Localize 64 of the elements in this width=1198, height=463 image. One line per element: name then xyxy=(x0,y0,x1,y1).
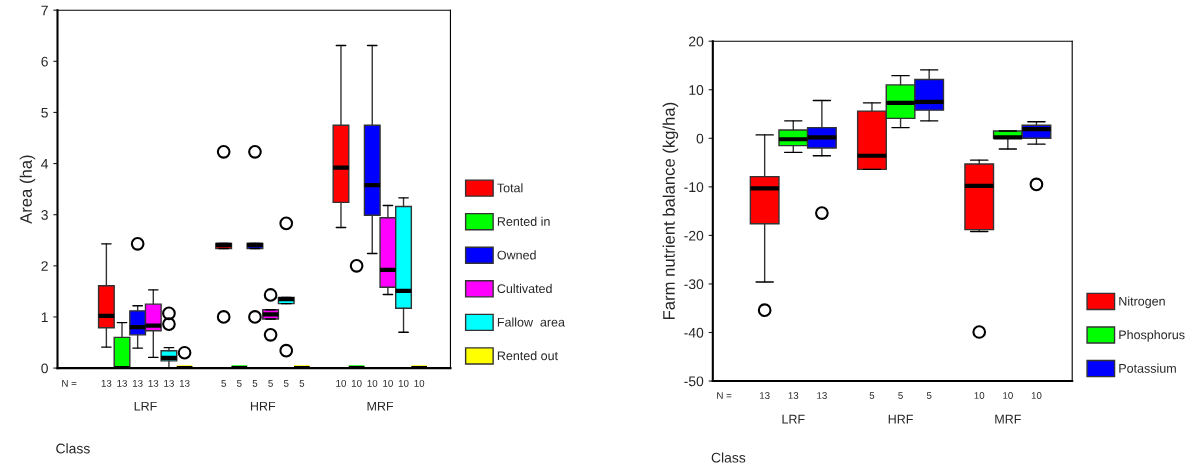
text: 10 xyxy=(1003,392,1013,399)
text: 10 xyxy=(414,379,425,387)
y-tick-label: 3 xyxy=(41,210,48,220)
y-tick-label: 10 xyxy=(689,85,704,95)
legend-label: Phosphorus xyxy=(1119,330,1185,342)
y-tick-label: 4 xyxy=(41,159,49,169)
y-tick-label: 7 xyxy=(41,5,48,16)
text: 10 xyxy=(398,379,409,387)
text: 5 xyxy=(221,380,226,387)
x-tick-label: HRF xyxy=(250,401,276,411)
legend-label: Cultivated xyxy=(497,283,552,294)
y-axis-title: Farm nutrient balance (kg/ha) xyxy=(662,102,679,320)
y-tick-label: -10 xyxy=(684,182,704,193)
x-tick-label: MRF xyxy=(995,414,1021,424)
y-tick-label: 2 xyxy=(41,261,48,271)
x-tick-label: LRF xyxy=(782,414,805,424)
text: 13 xyxy=(164,379,174,387)
x-tick-label: MRF xyxy=(367,401,394,411)
legend-label: Nitrogen xyxy=(1119,296,1165,309)
text: 10 xyxy=(367,379,378,387)
x-axis-title: Class xyxy=(711,452,746,463)
text: 5 xyxy=(237,380,242,387)
text: 13 xyxy=(117,379,127,387)
text: 5 xyxy=(926,392,932,399)
text: 10 xyxy=(1031,392,1042,399)
y-tick-label: -50 xyxy=(684,376,704,387)
legend-label: Rented in xyxy=(497,216,550,226)
legend-label: Fallow area xyxy=(497,317,565,327)
y-tick-label: 0 xyxy=(41,363,48,374)
x-tick-label: LRF xyxy=(134,401,157,411)
text: 13 xyxy=(179,379,190,387)
text: 5 xyxy=(268,380,273,387)
text: 5 xyxy=(283,380,289,387)
y-tick-label: 5 xyxy=(41,107,48,118)
y-tick-label: 6 xyxy=(41,56,48,67)
y-tick-label: -30 xyxy=(684,279,704,290)
legend-label: Rented out xyxy=(497,351,558,361)
y-tick-label: 0 xyxy=(696,133,704,144)
text: 10 xyxy=(974,392,985,399)
text: N = xyxy=(717,392,732,399)
x-axis-title: Class xyxy=(56,443,90,454)
text: 5 xyxy=(252,380,258,387)
y-tick-label: 1 xyxy=(41,312,48,322)
text: 5 xyxy=(898,392,903,399)
text: 10 xyxy=(351,379,362,387)
legend-label: Owned xyxy=(497,250,536,260)
text: 13 xyxy=(132,379,143,387)
y-tick-label: 20 xyxy=(689,36,704,47)
text: 10 xyxy=(336,379,346,387)
text: 13 xyxy=(817,392,827,399)
text: 13 xyxy=(148,379,159,387)
text: 5 xyxy=(869,392,875,399)
text: 10 xyxy=(383,379,393,387)
legend-label: Total xyxy=(497,183,523,193)
text: 13 xyxy=(788,392,799,399)
y-tick-label: -40 xyxy=(684,327,704,338)
text: 13 xyxy=(760,392,770,399)
text: N = xyxy=(62,380,77,387)
y-tick-label: -20 xyxy=(684,230,704,241)
x-tick-label: HRF xyxy=(888,414,913,424)
y-axis-title: Area (ha) xyxy=(19,155,36,224)
legend-label: Potassium xyxy=(1119,363,1176,373)
text: 13 xyxy=(101,379,112,387)
text: 5 xyxy=(299,380,305,387)
